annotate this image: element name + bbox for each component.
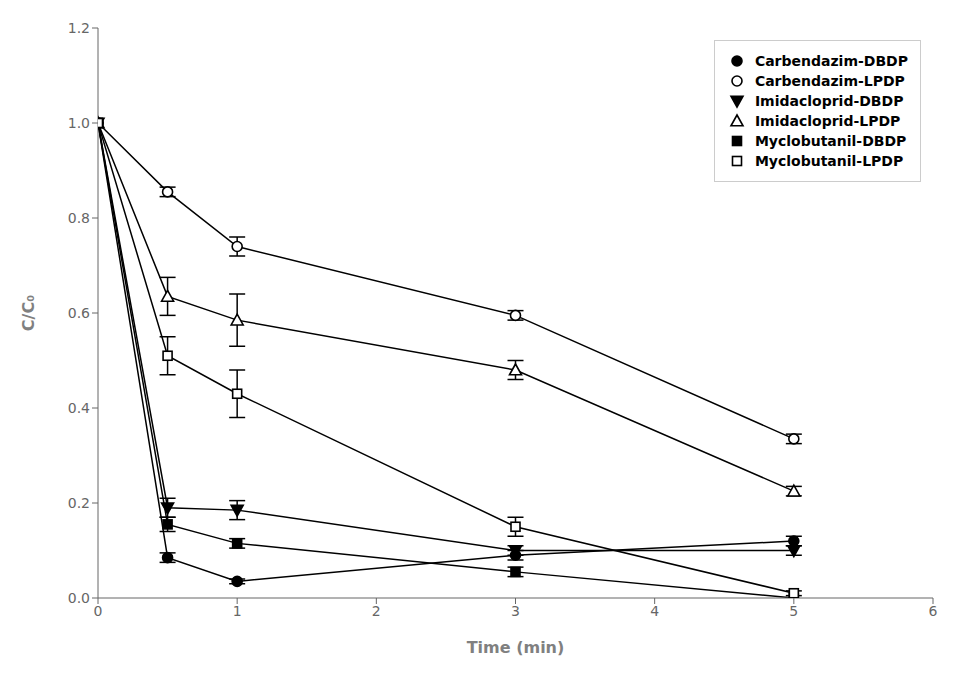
svg-text:0.4: 0.4 <box>68 400 90 416</box>
svg-text:3: 3 <box>511 603 520 619</box>
svg-text:C/C₀: C/C₀ <box>19 295 38 331</box>
svg-text:0.6: 0.6 <box>68 305 90 321</box>
html-text:Imidacloprid-LPDP: Imidacloprid-LPDP <box>754 113 901 129</box>
svg-text:1: 1 <box>233 603 242 619</box>
html-text:Carbendazim-DBDP: Carbendazim-DBDP <box>754 53 908 69</box>
svg-text:0.2: 0.2 <box>68 495 90 511</box>
svg-text:1.0: 1.0 <box>68 115 90 131</box>
svg-text:2: 2 <box>372 603 381 619</box>
svg-text:5: 5 <box>789 603 798 619</box>
html-text:Myclobutanil-DBDP: Myclobutanil-DBDP <box>754 133 907 149</box>
svg-text:6: 6 <box>929 603 938 619</box>
svg-text:1.2: 1.2 <box>68 20 90 36</box>
html-text:Myclobutanil-LPDP: Myclobutanil-LPDP <box>754 153 904 169</box>
svg-text:0.8: 0.8 <box>68 210 90 226</box>
html-text:Imidacloprid-DBDP: Imidacloprid-DBDP <box>754 93 904 109</box>
svg-text:4: 4 <box>650 603 659 619</box>
svg-text:Time (min): Time (min) <box>467 638 565 657</box>
html-text:Carbendazim-LPDP: Carbendazim-LPDP <box>754 73 905 89</box>
svg-text:0: 0 <box>94 603 103 619</box>
svg-text:0.0: 0.0 <box>68 590 90 606</box>
